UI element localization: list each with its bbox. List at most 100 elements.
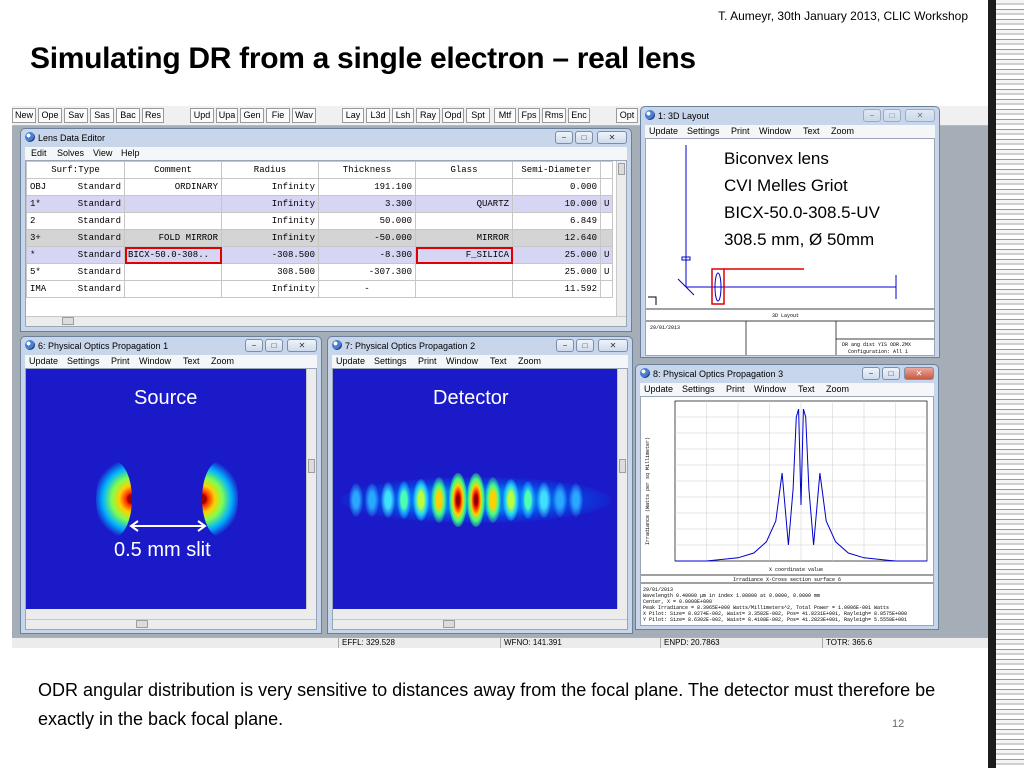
lde-vertical-scrollbar[interactable] [616, 161, 626, 316]
toolbar-opd-button[interactable]: Opd [442, 108, 464, 123]
surf-cell[interactable]: OBJ Standard [26, 178, 125, 196]
toolbar-lay-button[interactable]: Lay [342, 108, 364, 123]
toolbar-open-button[interactable]: Ope [38, 108, 62, 123]
toolbar-backup-button[interactable]: Bac [116, 108, 140, 123]
pop2-vertical-scrollbar[interactable] [617, 369, 627, 609]
close-button[interactable]: ✕ [597, 131, 627, 144]
table-row[interactable]: 5* Standard 308.500 -307.300 25.000 U [26, 263, 614, 281]
thickness-cell[interactable]: - [318, 280, 416, 298]
menu-update[interactable]: Update [644, 384, 674, 394]
comment-cell[interactable] [124, 263, 222, 281]
menu-print[interactable]: Print [418, 356, 437, 366]
menu-text[interactable]: Text [490, 356, 507, 366]
minimize-button[interactable]: − [862, 367, 880, 380]
menu-print[interactable]: Print [111, 356, 130, 366]
glass-cell[interactable] [415, 178, 513, 196]
toolbar-rms-button[interactable]: Rms [542, 108, 566, 123]
semi-diameter-cell[interactable]: 25.000 [512, 246, 601, 264]
semi-diameter-cell[interactable]: 10.000 [512, 195, 601, 213]
scroll-thumb[interactable] [136, 620, 148, 628]
surf-cell[interactable]: * Standard [26, 246, 125, 264]
close-button[interactable]: ✕ [905, 109, 935, 122]
table-row[interactable]: 2 Standard Infinity 50.000 6.849 [26, 212, 614, 230]
toolbar-l3d-button[interactable]: L3d [366, 108, 390, 123]
table-row[interactable]: * Standard BICX-50.0-308.. -308.500 -8.3… [26, 246, 614, 264]
comment-cell-highlighted[interactable]: BICX-50.0-308.. [124, 246, 222, 264]
comment-cell[interactable] [124, 195, 222, 213]
scroll-thumb[interactable] [62, 317, 74, 325]
glass-cell[interactable]: QUARTZ [415, 195, 513, 213]
menu-edit[interactable]: Edit [31, 148, 47, 158]
menu-text[interactable]: Text [183, 356, 200, 366]
thickness-cell[interactable]: 50.000 [318, 212, 416, 230]
glass-cell[interactable] [415, 280, 513, 298]
toolbar-new-button[interactable]: New [12, 108, 36, 123]
scroll-thumb[interactable] [308, 459, 315, 473]
surf-cell[interactable]: 1* Standard [26, 195, 125, 213]
table-row[interactable]: IMA Standard Infinity - 11.592 [26, 280, 614, 298]
menu-text[interactable]: Text [803, 126, 820, 136]
surf-cell[interactable]: 3+ Standard [26, 229, 125, 247]
toolbar-enc-button[interactable]: Enc [568, 108, 590, 123]
glass-cell[interactable]: MIRROR [415, 229, 513, 247]
menu-update[interactable]: Update [29, 356, 59, 366]
toolbar-spt-button[interactable]: Spt [466, 108, 490, 123]
radius-cell[interactable]: -308.500 [221, 246, 319, 264]
semi-diameter-cell[interactable]: 25.000 [512, 263, 601, 281]
menu-help[interactable]: Help [121, 148, 140, 158]
surf-cell[interactable]: IMA Standard [26, 280, 125, 298]
surf-cell[interactable]: 5* Standard [26, 263, 125, 281]
menu-text[interactable]: Text [798, 384, 815, 394]
thickness-cell[interactable]: 3.300 [318, 195, 416, 213]
toolbar-save-button[interactable]: Sav [64, 108, 88, 123]
menu-window[interactable]: Window [446, 356, 479, 366]
menu-update[interactable]: Update [336, 356, 366, 366]
comment-cell[interactable] [124, 212, 222, 230]
toolbar-gen-button[interactable]: Gen [240, 108, 264, 123]
maximize-button[interactable]: □ [575, 131, 593, 144]
minimize-button[interactable]: − [245, 339, 263, 352]
table-row[interactable]: 3+ Standard FOLD MIRROR Infinity -50.000… [26, 229, 614, 247]
thickness-cell[interactable]: -8.300 [318, 246, 416, 264]
menu-window[interactable]: Window [754, 384, 787, 394]
menu-zoom[interactable]: Zoom [211, 356, 235, 366]
radius-cell[interactable]: Infinity [221, 195, 319, 213]
close-button[interactable]: ✕ [904, 367, 934, 380]
menu-settings[interactable]: Settings [374, 356, 407, 366]
semi-diameter-cell[interactable]: 12.640 [512, 229, 601, 247]
toolbar-fie-button[interactable]: Fie [266, 108, 290, 123]
radius-cell[interactable]: Infinity [221, 280, 319, 298]
table-row[interactable]: 1* Standard Infinity 3.300 QUARTZ 10.000… [26, 195, 614, 213]
scroll-thumb[interactable] [443, 620, 455, 628]
menu-settings[interactable]: Settings [687, 126, 720, 136]
toolbar-lsh-button[interactable]: Lsh [392, 108, 414, 123]
toolbar-wav-button[interactable]: Wav [292, 108, 316, 123]
semi-diameter-cell[interactable]: 0.000 [512, 178, 601, 196]
semi-diameter-cell[interactable]: 11.592 [512, 280, 601, 298]
radius-cell[interactable]: 308.500 [221, 263, 319, 281]
menu-update[interactable]: Update [649, 126, 679, 136]
lde-horizontal-scrollbar[interactable] [26, 316, 626, 326]
minimize-button[interactable]: − [556, 339, 574, 352]
glass-cell-highlighted[interactable]: F_SILICA [415, 246, 513, 264]
menu-print[interactable]: Print [731, 126, 750, 136]
minimize-button[interactable]: − [863, 109, 881, 122]
semi-diameter-cell[interactable]: 6.849 [512, 212, 601, 230]
menu-view[interactable]: View [93, 148, 113, 158]
menu-solves[interactable]: Solves [57, 148, 85, 158]
minimize-button[interactable]: − [555, 131, 573, 144]
glass-cell[interactable] [415, 212, 513, 230]
toolbar-fps-button[interactable]: Fps [518, 108, 540, 123]
menu-zoom[interactable]: Zoom [826, 384, 850, 394]
toolbar-ray-button[interactable]: Ray [416, 108, 440, 123]
menu-window[interactable]: Window [759, 126, 792, 136]
maximize-button[interactable]: □ [265, 339, 283, 352]
scroll-thumb[interactable] [618, 163, 625, 175]
toolbar-upa-button[interactable]: Upa [216, 108, 238, 123]
thickness-cell[interactable]: 191.100 [318, 178, 416, 196]
pop2-horizontal-scrollbar[interactable] [333, 619, 627, 629]
menu-settings[interactable]: Settings [67, 356, 100, 366]
radius-cell[interactable]: Infinity [221, 229, 319, 247]
maximize-button[interactable]: □ [576, 339, 594, 352]
table-row[interactable]: OBJ Standard ORDINARY Infinity 191.100 0… [26, 178, 614, 196]
